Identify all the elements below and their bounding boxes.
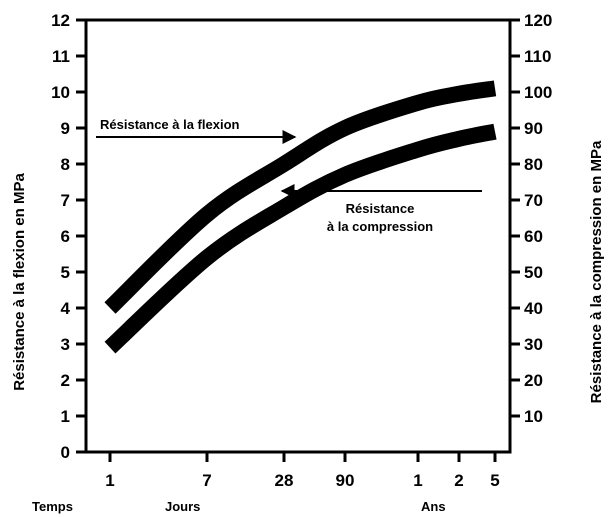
y-right-axis-title: Résistance à la compression en MPa bbox=[588, 140, 605, 403]
y-left-axis-title: Résistance à la flexion en MPa bbox=[11, 173, 28, 391]
x-group-label-jours: Jours bbox=[165, 499, 200, 514]
x-axis-ticks: 1 7 28 90 1 2 5 bbox=[105, 452, 500, 490]
y-right-tick-label: 60 bbox=[524, 227, 543, 246]
y-left-tick-label: 9 bbox=[61, 119, 70, 138]
series-line-compression bbox=[104, 123, 497, 354]
x-tick-label: 7 bbox=[202, 471, 211, 490]
y-left-tick-label: 8 bbox=[61, 155, 70, 174]
x-group-label-temps: Temps bbox=[32, 499, 73, 514]
y-left-tick-label: 0 bbox=[61, 443, 70, 462]
annotation-label: Résistance bbox=[346, 201, 415, 216]
annotation-layer: Résistance à la flexion Résistance à la co… bbox=[96, 117, 482, 234]
y-left-tick-label: 6 bbox=[61, 227, 70, 246]
x-tick-label: 2 bbox=[454, 471, 463, 490]
y-left-tick-label: 2 bbox=[61, 371, 70, 390]
y-left-tick-label: 5 bbox=[61, 263, 70, 282]
x-tick-label: 5 bbox=[490, 471, 499, 490]
annotation-label: à la compression bbox=[327, 219, 433, 234]
y-left-tick-label: 3 bbox=[61, 335, 70, 354]
y-left-tick-label: 11 bbox=[52, 47, 70, 66]
y-right-tick-label: 30 bbox=[524, 335, 543, 354]
y-right-tick-label: 40 bbox=[524, 299, 543, 318]
y-right-tick-label: 100 bbox=[524, 83, 552, 102]
y-left-tick-label: 7 bbox=[61, 191, 70, 210]
plot-area-frame bbox=[84, 18, 512, 454]
y-right-tick-label: 80 bbox=[524, 155, 543, 174]
x-tick-label: 90 bbox=[336, 471, 355, 490]
x-tick-label: 28 bbox=[275, 471, 294, 490]
y-right-tick-label: 110 bbox=[524, 47, 551, 66]
series-layer bbox=[104, 80, 497, 354]
x-tick-label: 1 bbox=[105, 471, 114, 490]
y-right-tick-label: 50 bbox=[524, 263, 543, 282]
y-right-tick-label: 120 bbox=[524, 11, 552, 30]
y-left-tick-label: 12 bbox=[51, 11, 70, 30]
series-line-flexion bbox=[104, 80, 497, 314]
x-group-label-ans: Ans bbox=[421, 499, 446, 514]
y-right-tick-label: 90 bbox=[524, 119, 543, 138]
y-right-tick-label: 20 bbox=[524, 371, 543, 390]
y-left-tick-label: 1 bbox=[61, 407, 70, 426]
x-tick-label: 1 bbox=[413, 471, 422, 490]
y-left-tick-label: 4 bbox=[61, 299, 71, 318]
y-left-tick-label: 10 bbox=[51, 83, 70, 102]
y-right-tick-label: 10 bbox=[524, 407, 543, 426]
annotation-label: Résistance à la flexion bbox=[100, 117, 240, 132]
y-right-tick-label: 70 bbox=[524, 191, 543, 210]
right-axis-ticks: 10 20 30 40 50 60 70 80 90 100 110 120 bbox=[510, 11, 552, 426]
